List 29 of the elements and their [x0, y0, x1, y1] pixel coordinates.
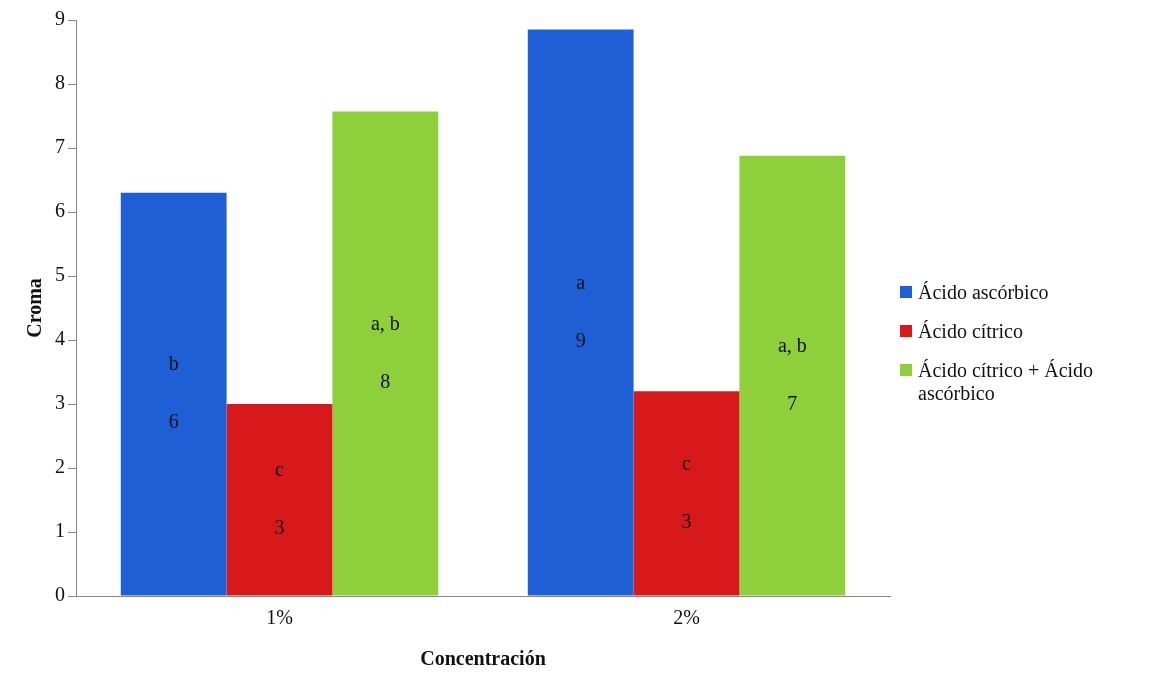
legend-label: Ácido ascórbico: [918, 281, 1049, 304]
text: a, b 7: [777, 333, 807, 414]
y-tick-label: 2: [55, 455, 65, 478]
text: a 9: [575, 270, 586, 351]
legend-label: Ácido cítrico + Ácido ascórbico: [918, 359, 1095, 405]
bar: [527, 29, 634, 596]
x-tick-label: 2%: [673, 606, 700, 629]
y-axis-title: Croma: [23, 278, 46, 338]
y-tick-label: 3: [55, 391, 65, 414]
y-tick-label: 7: [55, 135, 65, 158]
y-tick-label: 6: [55, 199, 65, 222]
legend-label: Ácido cítrico: [918, 320, 1023, 343]
bar: [332, 111, 439, 596]
text: b 6: [168, 352, 179, 433]
text: a, b 8: [370, 311, 400, 392]
text: c 3: [274, 458, 285, 538]
y-tick-label: 0: [55, 583, 65, 606]
x-tick-label: 1%: [266, 606, 293, 629]
y-tick-label: 4: [55, 327, 65, 350]
x-axis-title: Concentración: [420, 647, 546, 670]
bar: [226, 404, 333, 596]
y-tick-label: 5: [55, 263, 65, 286]
y-tick-label: 9: [55, 7, 65, 30]
y-tick-label: 1: [55, 519, 65, 542]
bar: [739, 155, 846, 596]
y-tick-label: 8: [55, 71, 65, 94]
bar: [120, 192, 227, 596]
bar: [633, 391, 740, 596]
text: c 3: [681, 451, 692, 532]
